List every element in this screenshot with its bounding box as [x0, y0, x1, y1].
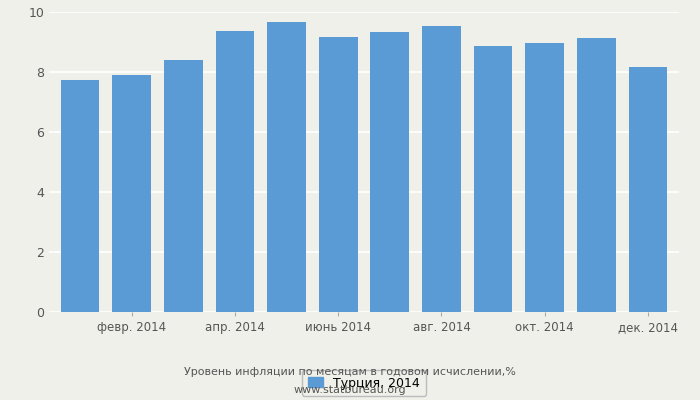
Bar	[526, 43, 564, 312]
Bar	[474, 46, 512, 312]
Text: www.statbureau.org: www.statbureau.org	[294, 385, 406, 395]
Bar	[629, 67, 667, 312]
Text: Уровень инфляции по месяцам в годовом исчислении,%: Уровень инфляции по месяцам в годовом ис…	[184, 367, 516, 377]
Legend: Турция, 2014: Турция, 2014	[302, 370, 426, 396]
Bar	[216, 30, 254, 312]
Bar	[267, 22, 306, 312]
Bar	[370, 32, 410, 312]
Bar	[61, 80, 99, 312]
Bar	[164, 60, 202, 312]
Bar	[422, 26, 461, 312]
Bar	[577, 38, 616, 312]
Bar	[112, 75, 151, 312]
Bar	[318, 37, 358, 312]
